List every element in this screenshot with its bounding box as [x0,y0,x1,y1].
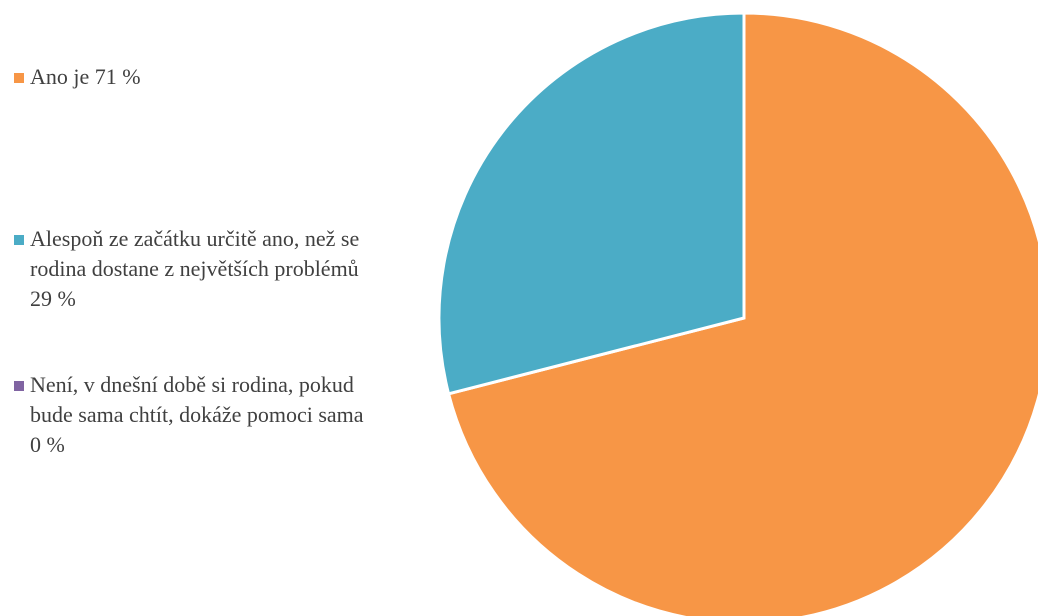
legend-item: Není, v dnešní době si rodina, pokud bud… [14,370,374,460]
pie-slice [437,11,746,396]
legend-label: Není, v dnešní době si rodina, pokud bud… [30,372,364,457]
legend-label: Ano je 71 % [30,64,141,89]
legend-swatch [14,235,24,245]
legend-label: Alespoň ze začátku určitě ano, než se ro… [30,226,360,311]
legend-item: Ano je 71 % [14,62,374,92]
legend-item: Alespoň ze začátku určitě ano, než se ro… [14,224,374,314]
legend-swatch [14,381,24,391]
pie-slice [446,11,1038,616]
legend-swatch [14,73,24,83]
